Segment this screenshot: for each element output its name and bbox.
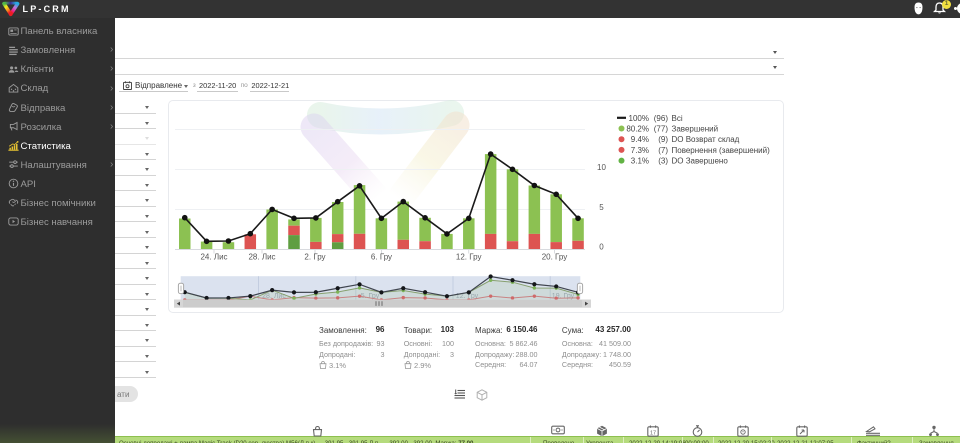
svg-text:(7): (7): [658, 146, 668, 155]
svg-text:80.2%: 80.2%: [626, 125, 649, 134]
svg-text:12. Гру: 12. Гру: [456, 293, 479, 300]
svg-text:17: 17: [650, 430, 656, 436]
svg-text:7.3%: 7.3%: [631, 146, 649, 155]
svg-text:20. Гру: 20. Гру: [542, 253, 568, 262]
svg-text:5. Гру: 5. Гру: [361, 293, 380, 300]
svg-text:6. Гру: 6. Гру: [371, 253, 392, 262]
svg-text:28. Лис: 28. Лис: [248, 253, 275, 262]
svg-text:2. Гру: 2. Гру: [304, 253, 325, 262]
svg-text:Завершений: Завершений: [672, 125, 719, 134]
svg-text:5: 5: [599, 203, 604, 212]
svg-text:9.4%: 9.4%: [631, 135, 649, 144]
svg-text:(77): (77): [654, 125, 669, 134]
svg-text:(96): (96): [654, 114, 669, 123]
svg-text:(9): (9): [658, 135, 668, 144]
svg-text:(3): (3): [658, 157, 668, 166]
svg-text:Повернення (завершений): Повернення (завершений): [672, 146, 771, 155]
svg-text:19. Гру: 19. Гру: [552, 293, 575, 300]
svg-text:24. Лис: 24. Лис: [200, 253, 227, 262]
svg-text:Всі: Всі: [672, 114, 683, 123]
svg-text:12. Гру: 12. Гру: [456, 253, 482, 262]
svg-text:DO Завершено: DO Завершено: [672, 157, 729, 166]
svg-text:3.1%: 3.1%: [631, 157, 649, 166]
svg-text:10: 10: [597, 163, 606, 172]
svg-text:100%: 100%: [629, 114, 649, 123]
svg-text:0: 0: [599, 243, 604, 252]
svg-text:28. Лис: 28. Лис: [262, 293, 286, 300]
svg-text:DO Возврат склад: DO Возврат склад: [672, 135, 740, 144]
